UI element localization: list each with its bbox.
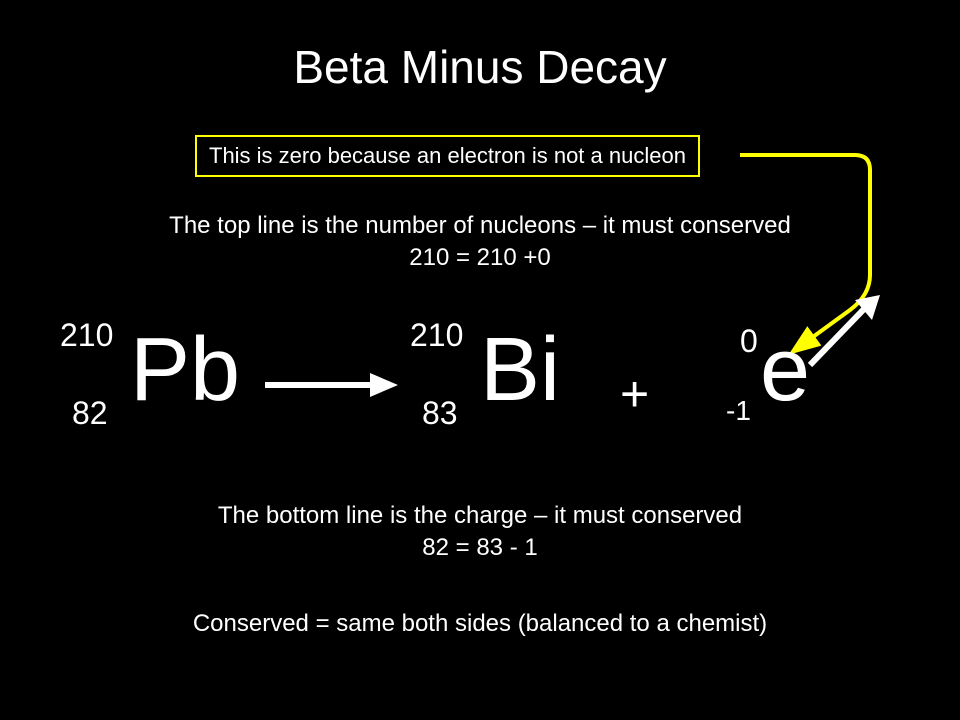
daughter-mass: 210 [410, 317, 463, 354]
plus-sign: + [620, 365, 649, 423]
conserved-definition: Conserved = same both sides (balanced to… [0, 610, 960, 638]
bottom-line1: The bottom line is the charge – it must … [218, 502, 742, 529]
daughter-atomic: 83 [422, 395, 458, 432]
parent-mass: 210 [60, 317, 113, 354]
bottom-line2: 82 = 83 - 1 [422, 534, 537, 561]
decay-arrow-icon [260, 365, 400, 405]
daughter-symbol: Bi [480, 325, 560, 415]
particle-symbol: e [760, 325, 810, 415]
top-line1: The top line is the number of nucleons –… [169, 212, 791, 239]
decay-equation: 210 82 Pb 210 83 Bi + 0 -1 e [0, 335, 960, 485]
parent-atomic: 82 [72, 395, 108, 432]
slide-title: Beta Minus Decay [0, 40, 960, 94]
nucleon-conservation-text: The top line is the number of nucleons –… [0, 210, 960, 275]
charge-conservation-text: The bottom line is the charge – it must … [0, 500, 960, 565]
particle-mass: 0 [740, 323, 758, 360]
parent-symbol: Pb [130, 325, 240, 415]
callout-box: This is zero because an electron is not … [195, 135, 700, 177]
particle-atomic: -1 [726, 395, 751, 427]
top-line2: 210 = 210 +0 [409, 244, 550, 271]
